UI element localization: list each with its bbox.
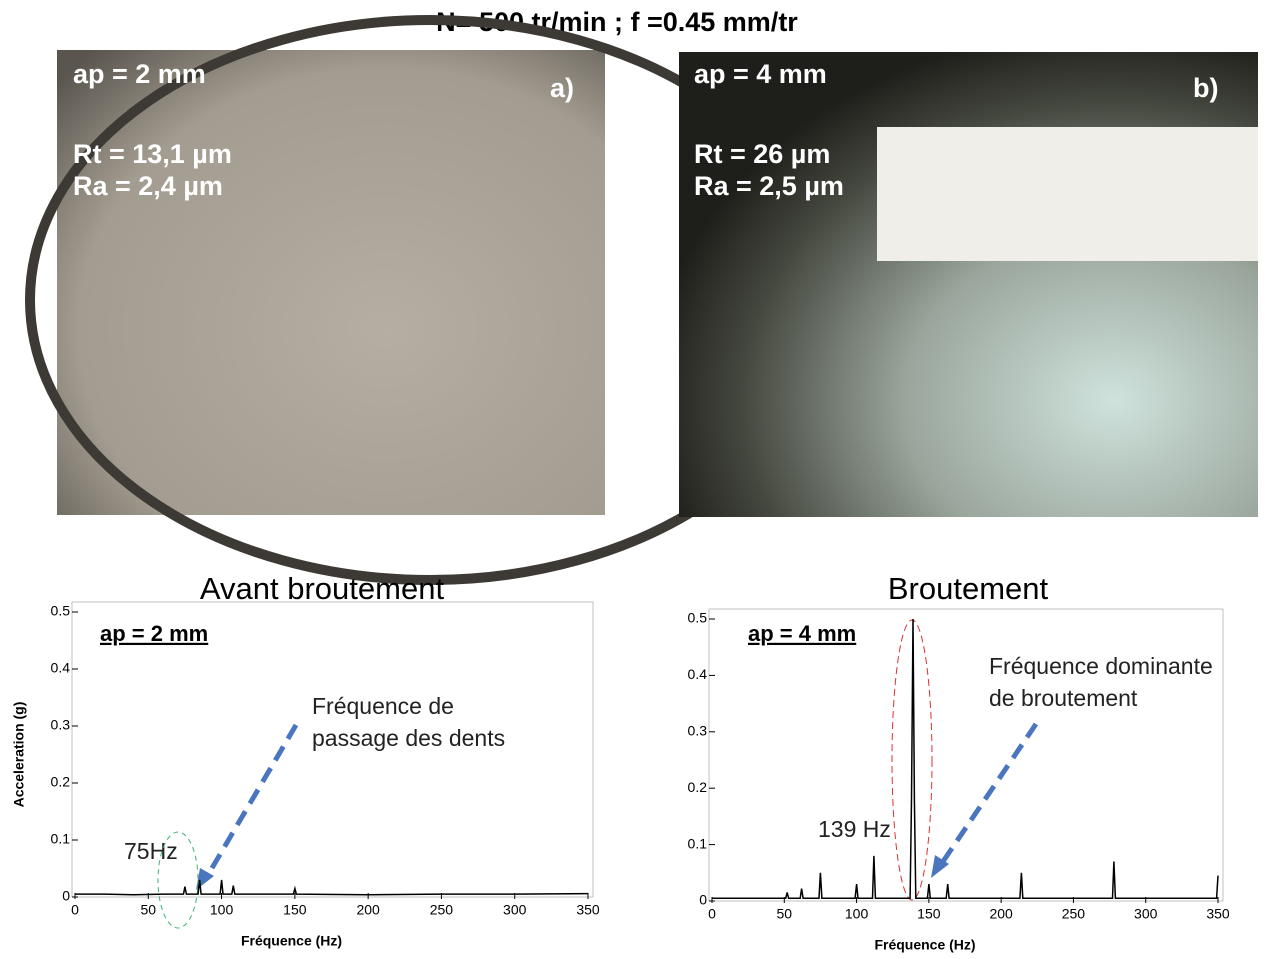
x-axis-label: Fréquence (Hz)	[241, 933, 342, 949]
x-tick-label: 250	[1062, 906, 1086, 922]
annotation: Fréquence dominante	[989, 653, 1213, 679]
annotation: de broutement	[989, 685, 1138, 711]
x-tick-label: 250	[430, 902, 454, 918]
photo	[57, 50, 605, 515]
highlight	[157, 831, 199, 929]
x-tick-label: 0	[71, 902, 79, 918]
arrow	[202, 723, 299, 882]
photo-ra: Ra = 2,5 µm	[694, 171, 844, 201]
x-tick-label: 350	[576, 902, 600, 918]
y-tick-label: 0.2	[688, 779, 708, 795]
x-tick-label: 200	[989, 906, 1013, 922]
x-tick-label: 300	[1134, 906, 1158, 922]
x-tick-label: 100	[845, 906, 869, 922]
photo-a: ap = 2 mm a) Rt = 13,1 µm Ra = 2,4 µm	[25, 15, 835, 585]
x-tick-label: 100	[210, 902, 234, 918]
y-tick-label: 0.4	[51, 660, 71, 676]
y-tick-label: 0.2	[51, 774, 71, 790]
photo-rt: Rt = 13,1 µm	[73, 139, 232, 169]
highlight	[891, 619, 933, 901]
chart-title: Broutement	[888, 571, 1049, 606]
x-tick-label: 50	[776, 906, 792, 922]
spectrum-line	[75, 879, 589, 896]
x-tick-label: 350	[1206, 906, 1230, 922]
y-tick-label: 0.3	[688, 723, 708, 739]
photo-tag: b)	[1193, 73, 1218, 103]
spectrum-line	[712, 618, 1219, 899]
arrow	[937, 722, 1039, 868]
x-tick-label: 150	[283, 902, 307, 918]
photo-ap: ap = 4 mm	[694, 59, 827, 89]
photo-rt: Rt = 26 µm	[694, 139, 830, 169]
photo-ap: ap = 2 mm	[73, 59, 206, 89]
photo-ra: Ra = 2,4 µm	[73, 171, 223, 201]
y-tick-label: 0.5	[688, 610, 708, 626]
y-tick-label: 0.5	[51, 603, 71, 619]
chart-ap: ap = 4 mm	[748, 621, 856, 646]
annotation: passage des dents	[312, 725, 505, 751]
photo-b: ap = 4 mm b) Rt = 26 µm Ra = 2,5 µm	[679, 52, 1258, 517]
plot-frame	[708, 608, 1224, 902]
y-tick-label: 0	[699, 892, 707, 908]
peak-label: 139 Hz	[818, 816, 891, 842]
x-tick-label: 50	[140, 902, 156, 918]
y-axis-label: Acceleration (g)	[11, 702, 27, 808]
y-tick-label: 0	[62, 888, 70, 904]
peak-label: 75Hz	[124, 838, 178, 864]
arrowhead	[931, 855, 949, 878]
chart-title: Avant broutement	[200, 571, 445, 606]
chart-ap: ap = 2 mm	[100, 621, 208, 646]
x-tick-label: 150	[917, 906, 941, 922]
annotation: Fréquence de	[312, 693, 454, 719]
plot-frame	[71, 601, 594, 898]
y-tick-label: 0.4	[688, 666, 708, 682]
y-tick-label: 0.1	[51, 831, 71, 847]
y-tick-label: 0.1	[688, 835, 708, 851]
x-tick-label: 200	[356, 902, 380, 918]
photo-tag: a)	[550, 73, 574, 103]
photo	[679, 52, 1258, 517]
x-tick-label: 300	[503, 902, 527, 918]
y-tick-label: 0.3	[51, 717, 71, 733]
ruler	[877, 127, 1258, 261]
x-tick-label: 0	[708, 906, 716, 922]
x-axis-label: Fréquence (Hz)	[874, 937, 975, 953]
